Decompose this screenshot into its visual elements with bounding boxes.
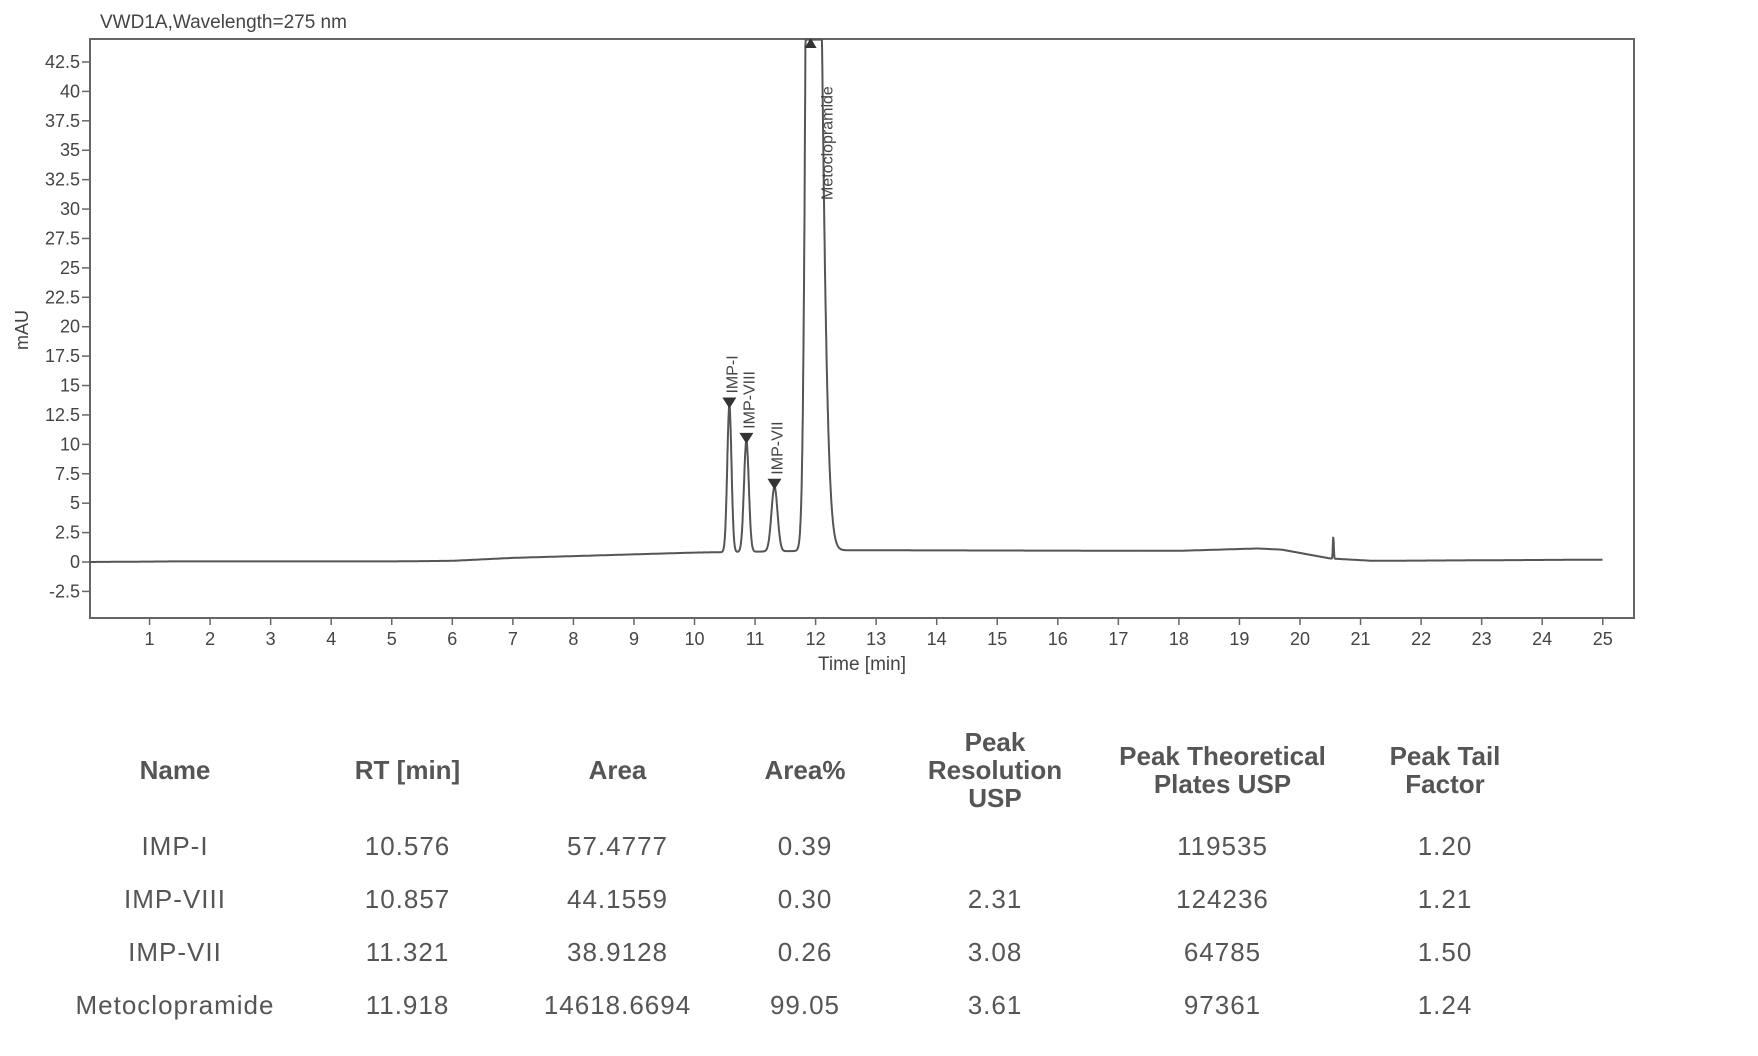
x-tick-label: 8 [568, 629, 578, 649]
x-tick-label: 1 [145, 629, 155, 649]
table-cell: IMP-VII [128, 937, 222, 967]
y-tick-label: 10 [60, 434, 80, 454]
y-tick-label: 2.5 [55, 523, 80, 543]
table-cell: 0.39 [777, 831, 833, 861]
y-tick-label: 12.5 [45, 405, 80, 425]
peak-label: IMP-VIII [741, 371, 758, 429]
column-header: Area% [764, 755, 846, 785]
y-tick-label: 37.5 [45, 111, 80, 131]
peak-marker [722, 397, 737, 409]
table-cell: 14618.6694 [543, 990, 692, 1020]
y-tick-label: 15 [60, 376, 80, 396]
table-cell: Metoclopramide [75, 990, 275, 1020]
table-cell: 11.918 [365, 990, 450, 1020]
y-tick-label: 17.5 [45, 346, 80, 366]
table-cell: 1.50 [1417, 937, 1473, 967]
y-tick-label: 35 [60, 140, 80, 160]
table-cell: 124236 [1176, 884, 1269, 914]
table-row: Metoclopramide 11.918 14618.6694 99.05 3.61 9… [60, 979, 1535, 1032]
y-tick-label: 5 [70, 493, 80, 513]
peak-label: Metoclopramide [820, 86, 837, 200]
column-header: Peak Resolution USP [927, 727, 1063, 813]
chart-title: VWD1A,Wavelength=275 nm [100, 12, 347, 33]
peak-marker [739, 432, 754, 444]
y-tick-label: 27.5 [45, 228, 80, 248]
table-cell: 1.20 [1417, 831, 1473, 861]
x-tick-label: 9 [629, 629, 639, 649]
x-tick-label: 17 [1108, 629, 1128, 649]
y-axis-label: mAU [12, 310, 32, 350]
table-cell: 1.21 [1417, 884, 1473, 914]
table-cell: 10.857 [364, 884, 451, 914]
column-header: Peak Theoretical Plates USP [1119, 741, 1326, 799]
table-cell: 11.321 [365, 937, 450, 967]
column-header: Name [139, 755, 211, 785]
plot-frame [89, 38, 1635, 619]
peak-marker [804, 38, 817, 48]
x-tick-label: 19 [1229, 629, 1249, 649]
table-cell: IMP-I [141, 831, 209, 861]
x-tick-label: 13 [866, 629, 886, 649]
peak-table: Name RT [min] Area Area% Peak Resolution USP… [60, 720, 1535, 1032]
x-tick-label: 23 [1472, 629, 1492, 649]
table-cell: 0.26 [777, 937, 833, 967]
table-cell: 38.9128 [567, 937, 668, 967]
y-tick-label: 25 [60, 258, 80, 278]
x-tick-label: 21 [1351, 629, 1371, 649]
table-cell: 119535 [1177, 831, 1268, 861]
table-cell: 2.31 [967, 884, 1023, 914]
table-cell: 97361 [1183, 990, 1262, 1020]
table-cell: 10.576 [364, 831, 451, 861]
table-row: IMP-VIII 10.857 44.1559 0.30 2.31 124236 1.21 [60, 873, 1535, 926]
x-tick-label: 12 [806, 629, 826, 649]
table-row: IMP-VII 11.321 38.9128 0.26 3.08 64785 1.50 [60, 926, 1535, 979]
y-tick-label: 40 [60, 81, 80, 101]
x-tick-label: 10 [684, 629, 704, 649]
chromatogram: VWD1A,Wavelength=275 nm mAU Time [min] 1… [12, 12, 1635, 675]
x-tick-label: 20 [1290, 629, 1310, 649]
peak-label: IMP-VII [769, 421, 786, 474]
x-tick-label: 5 [387, 629, 397, 649]
y-tick-label: 32.5 [45, 170, 80, 190]
y-tick-label: 22.5 [45, 287, 80, 307]
x-tick-label: 16 [1048, 629, 1068, 649]
x-tick-label: 24 [1532, 629, 1552, 649]
y-tick-label: 0 [70, 552, 80, 572]
table-cell: 3.08 [967, 937, 1023, 967]
x-tick-label: 22 [1411, 629, 1431, 649]
y-tick-label: 30 [60, 199, 80, 219]
peak-label: IMP-I [724, 355, 741, 393]
table-cell: 44.1559 [567, 884, 668, 914]
y-tick-label: 7.5 [55, 464, 80, 484]
x-tick-label: 14 [927, 629, 947, 649]
x-tick-label: 7 [508, 629, 518, 649]
x-tick-label: 6 [447, 629, 457, 649]
x-tick-label: 2 [205, 629, 215, 649]
table-cell: 0.30 [777, 884, 833, 914]
column-header: RT [min] [354, 755, 461, 785]
x-tick-label: 11 [746, 629, 765, 649]
x-tick-label: 18 [1169, 629, 1189, 649]
x-tick-label: 25 [1593, 629, 1613, 649]
peak-marker [767, 478, 782, 490]
table-cell: 1.24 [1417, 990, 1473, 1020]
column-header: Peak Tail Factor [1389, 741, 1501, 799]
table-row: IMP-I 10.576 57.4777 0.39 119535 1.20 [60, 820, 1535, 873]
y-tick-label: -2.5 [49, 581, 80, 601]
x-tick-label: 4 [326, 629, 336, 649]
table-cell: 57.4777 [567, 831, 668, 861]
table-cell: 64785 [1183, 937, 1262, 967]
table-cell: IMP-VIII [124, 884, 226, 914]
column-header: Area [588, 755, 647, 785]
y-tick-label: 20 [60, 317, 80, 337]
table-cell: 99.05 [769, 990, 841, 1020]
chromatogram-trace [89, 38, 1603, 563]
table-cell [900, 820, 1090, 873]
y-tick-label: 42.5 [45, 52, 80, 72]
x-axis-label: Time [min] [818, 654, 906, 675]
table-cell: 3.61 [967, 990, 1023, 1020]
x-tick-label: 15 [987, 629, 1007, 649]
x-tick-label: 3 [266, 629, 276, 649]
